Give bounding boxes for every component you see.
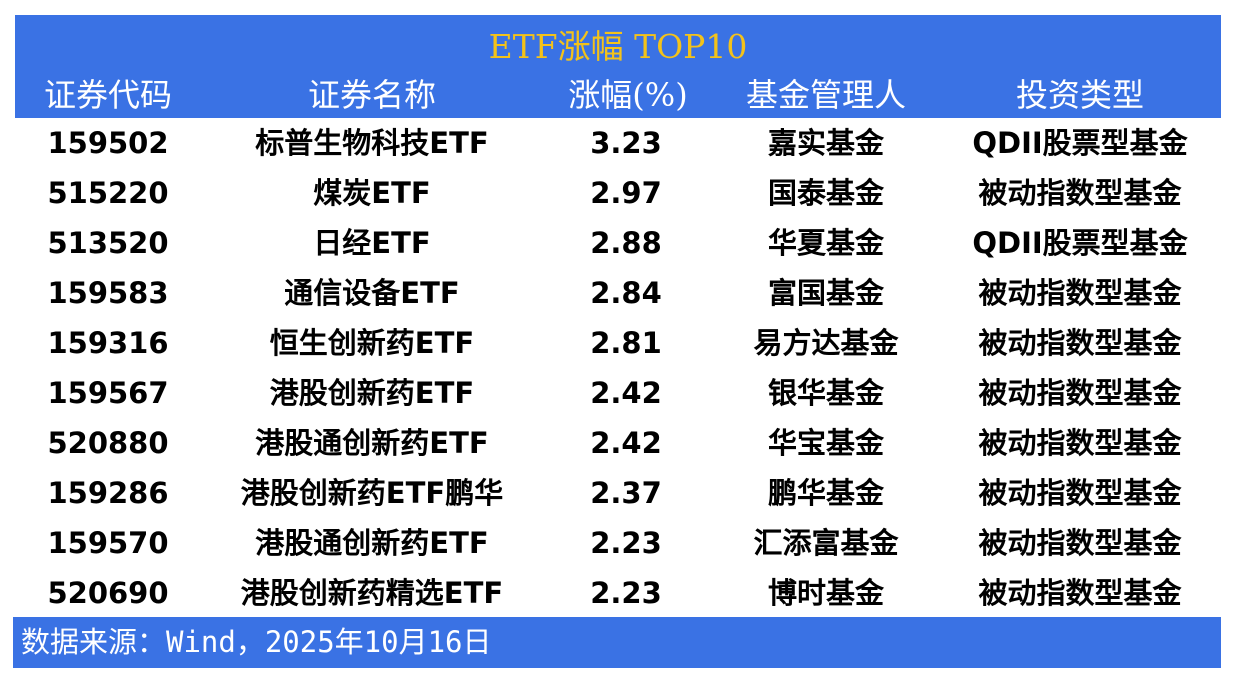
cell-name: 港股创新药ETF [269, 376, 475, 410]
column-header-manager: 基金管理人 [745, 76, 907, 114]
cell-manager: 嘉实基金 [767, 126, 885, 160]
table-row: 159286 港股创新药ETF鹏华 2.37 鹏华基金 被动指数型基金 [15, 468, 1221, 518]
column-header-type: 投资类型 [1015, 76, 1145, 114]
cell-change: 2.88 [590, 226, 662, 260]
cell-name: 日经ETF [313, 226, 431, 260]
table-row: 159570 港股通创新药ETF 2.23 汇添富基金 被动指数型基金 [15, 518, 1221, 568]
cell-manager: 银华基金 [767, 376, 885, 410]
cell-name: 标普生物科技ETF [255, 126, 489, 160]
cell-change: 2.42 [590, 376, 662, 410]
cell-code: 515220 [47, 176, 169, 210]
cell-type: 被动指数型基金 [978, 176, 1182, 210]
cell-type: QDII股票型基金 [972, 126, 1188, 160]
cell-name: 港股通创新药ETF [255, 426, 489, 460]
cell-name: 通信设备ETF [284, 276, 460, 310]
cell-manager: 国泰基金 [767, 176, 885, 210]
cell-change: 2.37 [590, 476, 662, 510]
source-note: 数据来源：Wind，2025年10月16日 [21, 625, 492, 659]
cell-name: 港股创新药ETF鹏华 [240, 476, 504, 510]
column-header-name: 证券名称 [307, 76, 437, 114]
cell-change: 2.81 [590, 326, 662, 360]
table-row: 159502 标普生物科技ETF 3.23 嘉实基金 QDII股票型基金 [15, 118, 1221, 168]
table-row: 159583 通信设备ETF 2.84 富国基金 被动指数型基金 [15, 268, 1221, 318]
cell-type: 被动指数型基金 [978, 326, 1182, 360]
cell-change: 2.84 [590, 276, 662, 310]
cell-type: 被动指数型基金 [978, 476, 1182, 510]
cell-change: 2.97 [590, 176, 662, 210]
cell-code: 159583 [47, 276, 169, 310]
cell-change: 2.23 [590, 576, 662, 610]
table-row: 520690 港股创新药精选ETF 2.23 博时基金 被动指数型基金 [15, 568, 1221, 618]
cell-code: 159286 [47, 476, 169, 510]
cell-code: 159316 [47, 326, 169, 360]
cell-code: 159567 [47, 376, 169, 410]
cell-type: 被动指数型基金 [978, 426, 1182, 460]
cell-type: 被动指数型基金 [978, 376, 1182, 410]
cell-change: 3.23 [590, 126, 662, 160]
table-header: ETF涨幅 TOP10 证券代码 证券名称 涨幅(%) 基金管理人 投资类型 [15, 15, 1221, 118]
cell-code: 520690 [47, 576, 169, 610]
cell-manager: 易方达基金 [753, 326, 899, 360]
cell-manager: 华夏基金 [767, 226, 885, 260]
column-headers: 证券代码 证券名称 涨幅(%) 基金管理人 投资类型 [15, 73, 1221, 117]
table-title: ETF涨幅 TOP10 [488, 27, 748, 66]
table-body: 159502 标普生物科技ETF 3.23 嘉实基金 QDII股票型基金 515220 煤炭… [15, 118, 1221, 618]
cell-manager: 富国基金 [767, 276, 885, 310]
cell-name: 港股通创新药ETF [255, 526, 489, 560]
cell-code: 159570 [47, 526, 169, 560]
table-row: 159316 恒生创新药ETF 2.81 易方达基金 被动指数型基金 [15, 318, 1221, 368]
table-row: 520880 港股通创新药ETF 2.42 华宝基金 被动指数型基金 [15, 418, 1221, 468]
cell-type: 被动指数型基金 [978, 276, 1182, 310]
cell-type: 被动指数型基金 [978, 526, 1182, 560]
cell-change: 2.42 [590, 426, 662, 460]
cell-code: 520880 [47, 426, 169, 460]
cell-type: QDII股票型基金 [972, 226, 1188, 260]
cell-name: 恒生创新药ETF [269, 326, 475, 360]
cell-name: 煤炭ETF [313, 176, 431, 210]
table-row: 159567 港股创新药ETF 2.42 银华基金 被动指数型基金 [15, 368, 1221, 418]
cell-code: 159502 [47, 126, 169, 160]
cell-manager: 华宝基金 [767, 426, 885, 460]
column-header-change: 涨幅(%) [568, 76, 688, 114]
cell-manager: 汇添富基金 [753, 526, 899, 560]
cell-change: 2.23 [590, 526, 662, 560]
footer: 数据来源：Wind，2025年10月16日 [13, 617, 1221, 668]
table-row: 515220 煤炭ETF 2.97 国泰基金 被动指数型基金 [15, 168, 1221, 218]
cell-manager: 鹏华基金 [767, 476, 885, 510]
column-header-code: 证券代码 [43, 76, 173, 114]
table-row: 513520 日经ETF 2.88 华夏基金 QDII股票型基金 [15, 218, 1221, 268]
cell-manager: 博时基金 [767, 576, 885, 610]
cell-code: 513520 [47, 226, 169, 260]
cell-type: 被动指数型基金 [978, 576, 1182, 610]
cell-name: 港股创新药精选ETF [240, 576, 504, 610]
